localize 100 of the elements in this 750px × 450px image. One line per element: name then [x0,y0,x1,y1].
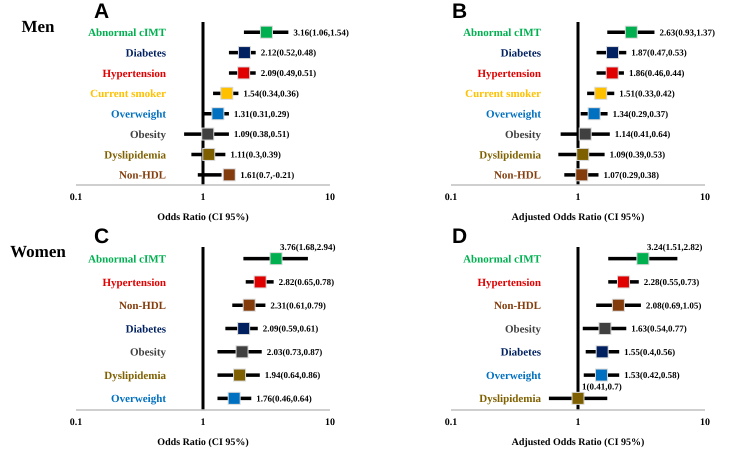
data-label: 3.76(1.68,2.94) [280,242,336,252]
y-tick-label: Abnormal cIMT [463,253,542,266]
point [211,107,224,120]
chart-title: A [94,0,110,24]
data-label: 1.34(0.29,0.37) [612,108,668,119]
x-tick-label: 10 [325,192,335,204]
y-tick-label: Obesity [504,128,542,141]
text: Women [9,242,67,262]
y-tick-label: Abnormal cIMT [88,27,167,40]
x-tick-label: 1 [200,192,206,204]
point [606,46,620,60]
x-tick-label: 10 [700,192,710,204]
y-tick-label: Hypertension [477,68,541,80]
data-label: 1.07(0.29,0.38) [603,170,659,180]
y-tick-label: Dyslipidemia [104,149,166,162]
y-tick-label: Abnormal cIMT [463,27,542,40]
data-label: 1.61(0.7,-0.21) [240,170,294,180]
y-tick-label: Diabetes [126,47,167,60]
data-label: 2.28(0.55,0.73) [644,277,700,288]
point [222,168,236,182]
y-tick-label: Hypertension [102,68,166,80]
chart-title: C [94,225,110,249]
x-tick-label: 0.1 [444,192,458,204]
data-label: 3.24(1.51,2.82) [646,242,702,252]
y-tick-label: Dyslipidemia [104,370,166,382]
y-tick-label: Diabetes [126,323,167,336]
y-tick-label: Dyslipidemia [479,149,542,162]
y-tick-label: Hypertension [102,276,166,289]
data-label: 1.51(0.33,0.42) [619,88,675,98]
data-label: 2.03(0.73,0.87) [266,346,322,357]
data-label: 1.54(0.34,0.36) [243,88,299,98]
point [575,168,588,182]
x-tick-label: 0.1 [70,192,82,204]
y-tick-label: Abnormal cIMT [88,253,167,266]
data-label: 2.08(0.69,1.05) [646,300,702,310]
point [576,148,590,161]
x-tick-label: 1 [576,417,580,428]
y-tick-label: Obesity [504,323,542,336]
data-label: 2.09(0.49,0.51) [260,68,316,78]
text: Men [20,17,56,37]
x-axis-title: Adjusted Odds Ratio (CI 95%) [512,437,644,448]
point [238,46,251,60]
point [578,128,592,141]
y-tick-label: Non-HDL [118,170,166,182]
point [270,252,283,266]
point [596,345,609,358]
x-tick-label: 10 [325,417,335,428]
x-axis-title: Odds Ratio (CI 95%) [157,212,249,223]
y-tick-label: Non-HDL [494,170,541,182]
x-axis-title: Adjusted Odds Ratio (CI 95%) [512,212,644,223]
data-label: 3.16(1.06,1.54) [293,27,349,38]
x-axis-title: Odds Ratio (CI 95%) [157,437,249,448]
data-label: 1.76(0.46,0.64) [256,394,312,404]
point [242,298,256,312]
data-label: 1.55(0.4,0.56) [624,346,676,357]
y-tick-label: Overweight [486,370,542,382]
x-tick-label: 0.1 [70,417,82,428]
y-tick-label: Overweight [111,393,166,406]
x-tick-label: 1 [576,192,580,204]
data-label: 2.31(0.61,0.79) [270,300,326,310]
point [233,368,246,382]
data-label: 1.14(0.41,0.64) [614,129,670,140]
y-tick-label: Obesity [130,346,166,359]
point [237,66,250,80]
point [236,345,249,358]
y-tick-label: Dyslipidemia [479,393,542,406]
data-label: 1.11(0.3,0.39) [230,150,281,160]
point [598,322,612,335]
data-label: 1.94(0.64,0.86) [264,370,320,380]
point [237,322,250,335]
data-label: 1.31(0.31,0.29) [234,108,290,119]
data-label: 2.82(0.65,0.78) [278,277,334,288]
chart-title: B [452,0,468,24]
data-label: 1.09(0.39,0.53) [610,150,666,160]
y-tick-label: Overweight [486,108,542,121]
data-label: 2.63(0.93,1.37) [659,27,715,38]
y-tick-label: Non-HDL [494,300,541,312]
point [616,275,630,288]
data-label: 1.86(0.46,0.44) [628,68,684,78]
y-tick-label: Non-HDL [118,300,166,312]
x-tick-label: 10 [700,417,710,428]
y-tick-label: Current smoker [465,88,542,100]
x-tick-label: 1 [200,417,206,428]
data-label: 1.53(0.42,0.58) [624,370,680,380]
y-tick-label: Diabetes [500,47,542,60]
y-tick-label: Diabetes [500,346,542,359]
y-tick-label: Current smoker [90,88,166,100]
data-label: 1.09(0.38,0.51) [234,129,290,140]
chart-title: D [452,225,468,249]
y-tick-label: Overweight [111,108,166,121]
x-tick-label: 0.1 [444,417,458,428]
point [606,66,619,80]
y-tick-label: Obesity [130,128,166,141]
data-label: 1(0.41,0.7) [582,382,622,392]
data-label: 1.63(0.54,0.77) [631,324,687,334]
data-label: 1.87(0.47,0.53) [631,48,687,58]
y-tick-label: Hypertension [477,276,541,289]
point [220,86,234,100]
point [594,368,608,382]
data-label: 2.12(0.52,0.48) [260,48,316,58]
